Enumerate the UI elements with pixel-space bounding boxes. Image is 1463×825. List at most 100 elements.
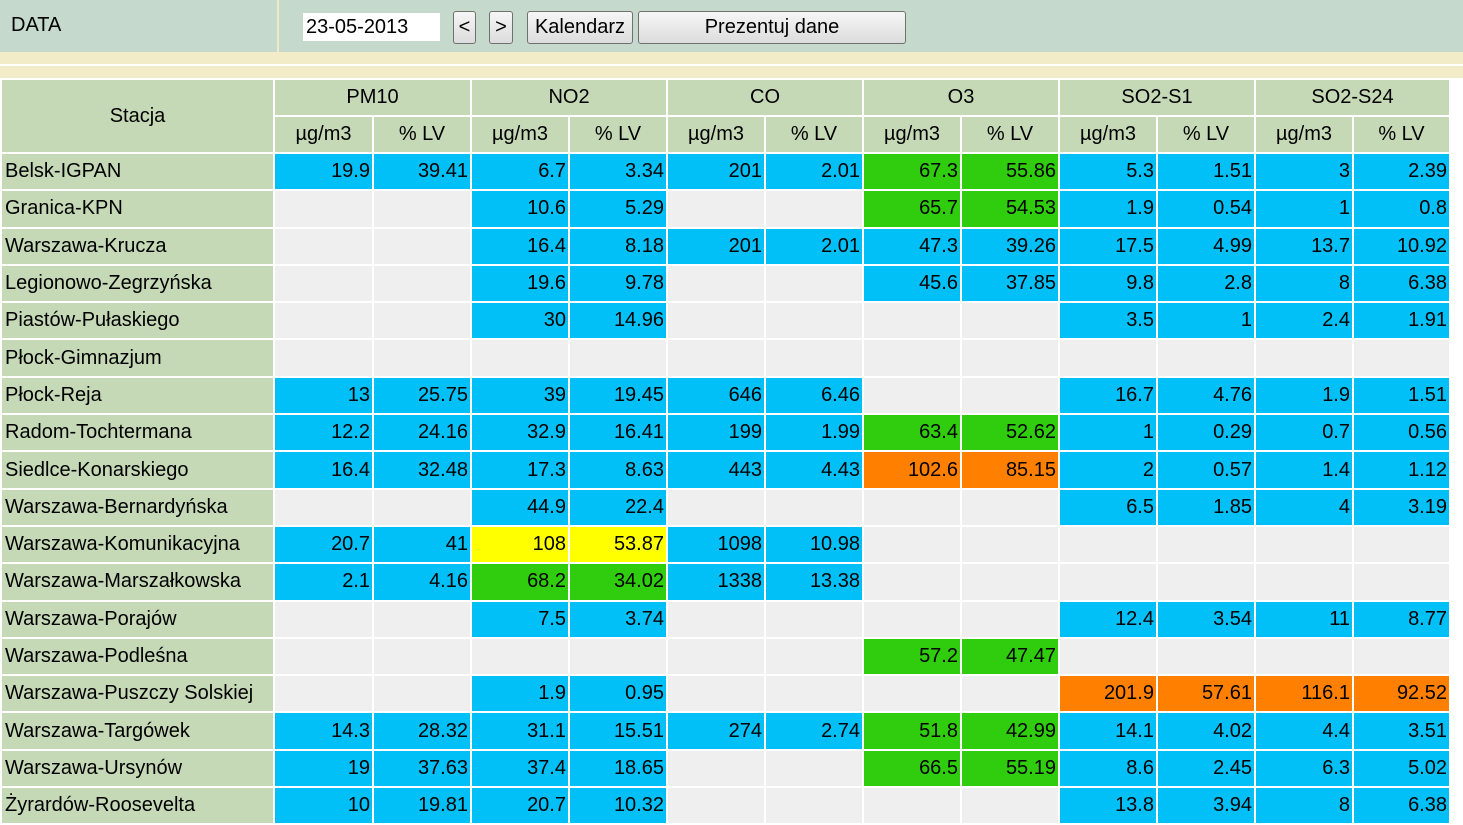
percent-lv-cell: 16.41 — [570, 415, 666, 451]
percent-lv-cell: 6.38 — [1354, 265, 1449, 302]
concentration-cell: 201 — [668, 154, 764, 190]
station-name: Radom-Tochtermana — [2, 415, 273, 451]
percent-lv-cell — [374, 303, 470, 339]
show-data-button[interactable]: Prezentuj dane — [638, 11, 906, 44]
unit-header-percent-lv: % LV — [374, 117, 470, 152]
percent-lv-cell: 85.15 — [962, 452, 1058, 488]
station-name: Płock-Gimnazjum — [2, 340, 273, 376]
percent-lv-cell: 8.63 — [570, 452, 666, 488]
percent-lv-cell — [1354, 340, 1449, 376]
percent-lv-cell: 3.94 — [1158, 788, 1254, 824]
table-row: Warszawa-Podleśna 57.2 47.47 — [2, 638, 1449, 675]
table-body: Belsk-IGPAN 19.9 39.41 6.7 3.34 201 2.01 67.3 55… — [2, 154, 1449, 824]
concentration-cell: 201 — [668, 228, 764, 264]
percent-lv-cell — [766, 750, 862, 787]
concentration-cell — [668, 676, 764, 712]
percent-lv-cell — [962, 489, 1058, 525]
concentration-cell: 57.2 — [864, 638, 960, 675]
concentration-cell: 199 — [668, 415, 764, 451]
percent-lv-cell: 19.81 — [374, 788, 470, 824]
separator-stripe — [0, 52, 1463, 78]
concentration-cell: 19.6 — [472, 265, 568, 302]
station-name: Warszawa-Podleśna — [2, 638, 273, 675]
calendar-button[interactable]: Kalendarz — [527, 11, 633, 44]
concentration-cell — [275, 638, 372, 675]
percent-lv-cell: 0.54 — [1158, 191, 1254, 227]
percent-lv-cell: 4.99 — [1158, 228, 1254, 264]
concentration-cell: 3 — [1256, 154, 1352, 190]
station-name: Warszawa-Puszczy Solskiej — [2, 676, 273, 712]
table-row: Siedlce-Konarskiego 16.4 32.48 17.3 8.63 443 4… — [2, 452, 1449, 488]
pollutant-header-no2: NO2 — [472, 80, 666, 115]
separator-line — [0, 64, 1463, 66]
concentration-cell: 16.7 — [1060, 377, 1156, 414]
percent-lv-cell: 10.98 — [766, 526, 862, 563]
percent-lv-cell — [766, 340, 862, 376]
percent-lv-cell: 32.48 — [374, 452, 470, 488]
percent-lv-cell: 2.45 — [1158, 750, 1254, 787]
percent-lv-cell: 1 — [1158, 303, 1254, 339]
concentration-cell — [275, 303, 372, 339]
percent-lv-cell — [962, 303, 1058, 339]
percent-lv-cell — [570, 340, 666, 376]
percent-lv-cell: 6.38 — [1354, 788, 1449, 824]
percent-lv-cell — [962, 526, 1058, 563]
percent-lv-cell: 1.51 — [1158, 154, 1254, 190]
percent-lv-cell: 2.39 — [1354, 154, 1449, 190]
date-input[interactable] — [303, 13, 440, 41]
percent-lv-cell: 3.54 — [1158, 601, 1254, 637]
table-row: Warszawa-Marszałkowska 2.1 4.16 68.2 34.02 13… — [2, 564, 1449, 600]
percent-lv-cell: 53.87 — [570, 526, 666, 563]
percent-lv-cell: 18.65 — [570, 750, 666, 787]
concentration-cell — [864, 676, 960, 712]
unit-header-percent-lv: % LV — [766, 117, 862, 152]
percent-lv-cell: 1.99 — [766, 415, 862, 451]
concentration-cell: 1.9 — [472, 676, 568, 712]
station-name: Warszawa-Komunikacyjna — [2, 526, 273, 563]
next-day-button[interactable]: > — [489, 11, 513, 44]
percent-lv-cell — [570, 638, 666, 675]
percent-lv-cell — [374, 489, 470, 525]
percent-lv-cell: 39.26 — [962, 228, 1058, 264]
percent-lv-cell — [374, 228, 470, 264]
concentration-cell — [275, 340, 372, 376]
concentration-cell — [275, 676, 372, 712]
station-name: Warszawa-Marszałkowska — [2, 564, 273, 600]
table-row: Warszawa-Porajów 7.5 3.74 12.4 3.54 11 8.77 — [2, 601, 1449, 637]
percent-lv-cell: 41 — [374, 526, 470, 563]
concentration-cell: 30 — [472, 303, 568, 339]
concentration-cell — [668, 750, 764, 787]
table-row: Warszawa-Krucza 16.4 8.18 201 2.01 47.3 39.26 1… — [2, 228, 1449, 264]
pollutant-header-row: Stacja PM10 NO2 CO O3 SO2-S1 SO2-S24 — [2, 80, 1449, 152]
concentration-cell: 16.4 — [275, 452, 372, 488]
concentration-cell: 9.8 — [1060, 265, 1156, 302]
percent-lv-cell: 1.12 — [1354, 452, 1449, 488]
concentration-cell: 6.5 — [1060, 489, 1156, 525]
table-row: Piastów-Pułaskiego 30 14.96 3.5 1 2.4 1.91 — [2, 303, 1449, 339]
concentration-cell — [472, 340, 568, 376]
percent-lv-cell: 4.16 — [374, 564, 470, 600]
percent-lv-cell — [766, 489, 862, 525]
percent-lv-cell: 15.51 — [570, 713, 666, 749]
unit-header-concentration: µg/m3 — [472, 117, 568, 152]
table-row: Warszawa-Ursynów 19 37.63 37.4 18.65 66.5 55.1… — [2, 750, 1449, 787]
percent-lv-cell — [766, 601, 862, 637]
percent-lv-cell: 5.29 — [570, 191, 666, 227]
percent-lv-cell: 34.02 — [570, 564, 666, 600]
percent-lv-cell: 3.19 — [1354, 489, 1449, 525]
concentration-cell: 13.7 — [1256, 228, 1352, 264]
percent-lv-cell: 55.19 — [962, 750, 1058, 787]
table-row: Radom-Tochtermana 12.2 24.16 32.9 16.41 199 1.… — [2, 415, 1449, 451]
previous-day-button[interactable]: < — [453, 11, 476, 44]
concentration-cell: 66.5 — [864, 750, 960, 787]
percent-lv-cell — [374, 638, 470, 675]
percent-lv-cell: 4.76 — [1158, 377, 1254, 414]
concentration-cell — [668, 265, 764, 302]
concentration-cell — [1060, 340, 1156, 376]
station-name: Belsk-IGPAN — [2, 154, 273, 190]
concentration-cell: 646 — [668, 377, 764, 414]
table-row: Legionowo-Zegrzyńska 19.6 9.78 45.6 37.85 9.8… — [2, 265, 1449, 302]
concentration-cell: 17.5 — [1060, 228, 1156, 264]
unit-header-concentration: µg/m3 — [1060, 117, 1156, 152]
table-row: Warszawa-Puszczy Solskiej 1.9 0.95 201.9 57.… — [2, 676, 1449, 712]
